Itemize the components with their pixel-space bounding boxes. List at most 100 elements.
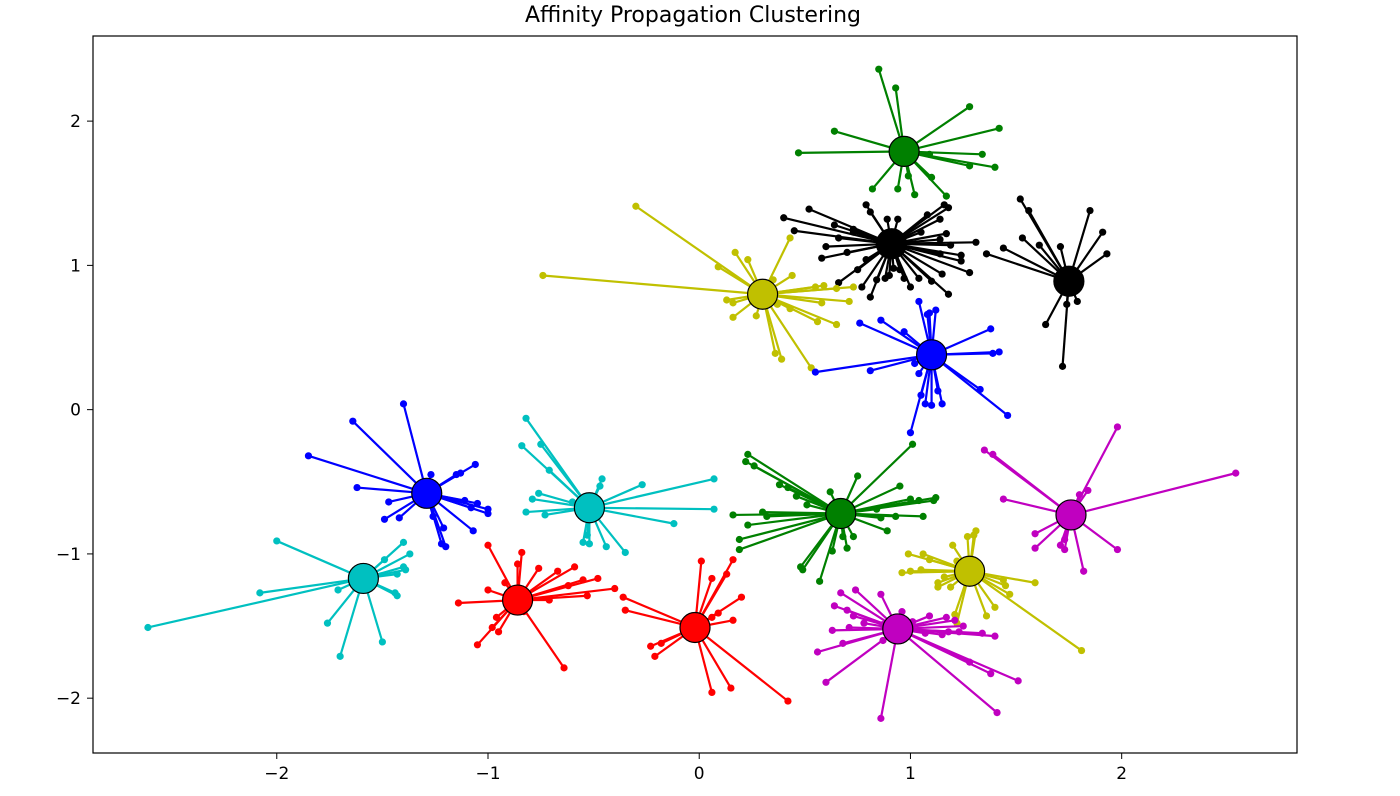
cluster-13-point-30 bbox=[860, 619, 868, 627]
cluster-12-point-7 bbox=[925, 556, 934, 564]
cluster-8-point-14 bbox=[399, 538, 408, 546]
cluster-11-point-1 bbox=[744, 450, 752, 458]
cluster-12 bbox=[898, 527, 1086, 655]
cluster-2-point-12 bbox=[862, 256, 870, 264]
cluster-9-point-12 bbox=[560, 664, 568, 672]
y-tick-label: −1 bbox=[56, 545, 81, 565]
cluster-9-point-9 bbox=[611, 584, 619, 593]
cluster-12-point-18 bbox=[1006, 590, 1014, 598]
cluster-12-point-1 bbox=[949, 541, 957, 549]
cluster-11-link-13 bbox=[738, 512, 842, 551]
cluster-6-point-18 bbox=[427, 470, 435, 479]
cluster-11-point-5 bbox=[784, 483, 792, 492]
cluster-2-point-4 bbox=[830, 221, 839, 229]
cluster-11-point-7 bbox=[803, 501, 811, 509]
cluster-14-point-5 bbox=[1031, 544, 1039, 552]
cluster-8-exemplar bbox=[347, 562, 379, 595]
cluster-5 bbox=[811, 297, 1012, 437]
plot-area bbox=[144, 65, 1240, 722]
cluster-8-point-10 bbox=[393, 570, 401, 578]
cluster-2 bbox=[780, 201, 980, 301]
cluster-7-link-20 bbox=[589, 477, 715, 509]
cluster-1-point-1 bbox=[875, 65, 883, 73]
cluster-4-point-20 bbox=[729, 313, 737, 321]
cluster-11-point-24 bbox=[919, 512, 927, 521]
cluster-6-exemplar bbox=[411, 477, 443, 509]
cluster-6-link-2 bbox=[352, 420, 428, 495]
cluster-2-point-22 bbox=[885, 271, 893, 280]
cluster-5-point-1 bbox=[811, 368, 820, 376]
cluster-7-point-3 bbox=[518, 442, 526, 450]
cluster-11-link-11 bbox=[747, 512, 841, 527]
cluster-13-point-4 bbox=[830, 602, 839, 610]
cluster-14-point-13 bbox=[1232, 469, 1240, 477]
cluster-5-point-15 bbox=[938, 400, 946, 408]
cluster-12-point-4 bbox=[970, 531, 978, 539]
cluster-4-point-6 bbox=[786, 234, 794, 242]
cluster-11-point-8 bbox=[729, 511, 737, 519]
cluster-14-point-10 bbox=[1113, 545, 1122, 554]
cluster-2-point-33 bbox=[936, 235, 944, 244]
cluster-10-point-10 bbox=[737, 593, 746, 601]
cluster-3-point-3 bbox=[1035, 241, 1043, 249]
cluster-7-point-16 bbox=[598, 475, 606, 483]
cluster-11-point-22 bbox=[877, 514, 885, 522]
cluster-13-point-18 bbox=[944, 628, 953, 636]
cluster-7-point-6 bbox=[528, 495, 536, 503]
x-tick-label: 0 bbox=[694, 764, 705, 784]
cluster-2-exemplar bbox=[875, 228, 908, 260]
cluster-2-point-34 bbox=[917, 228, 925, 236]
cluster-11-point-3 bbox=[750, 462, 758, 470]
cluster-1 bbox=[794, 65, 1003, 200]
cluster-10-point-11 bbox=[729, 616, 737, 624]
cluster-2-point-14 bbox=[835, 279, 843, 287]
cluster-12-point-6 bbox=[919, 550, 927, 558]
cluster-6-point-1 bbox=[399, 400, 408, 408]
cluster-5-point-2 bbox=[866, 367, 874, 375]
cluster-2-point-27 bbox=[938, 270, 946, 278]
cluster-13-point-19 bbox=[955, 628, 963, 636]
cluster-5-point-13 bbox=[1004, 411, 1012, 420]
cluster-12-point-25 bbox=[1077, 646, 1086, 655]
cluster-5-point-14 bbox=[976, 385, 984, 394]
cluster-11-point-15 bbox=[799, 566, 807, 574]
cluster-9-point-15 bbox=[494, 628, 503, 636]
cluster-13-point-25 bbox=[993, 709, 1001, 717]
y-tick-label: −2 bbox=[56, 689, 81, 709]
cluster-8-point-7 bbox=[378, 638, 386, 646]
cluster-13-point-13 bbox=[879, 636, 887, 645]
cluster-6-point-20 bbox=[471, 460, 479, 469]
cluster-1-point-3 bbox=[965, 103, 974, 111]
cluster-14-point-2 bbox=[989, 450, 997, 458]
cluster-12-point-22 bbox=[951, 610, 959, 619]
cluster-10-point-4 bbox=[657, 639, 665, 647]
cluster-6-point-11 bbox=[442, 543, 450, 551]
cluster-14 bbox=[980, 423, 1240, 575]
cluster-4-point-11 bbox=[845, 297, 853, 306]
cluster-11-point-4 bbox=[775, 481, 784, 489]
cluster-9-point-7 bbox=[579, 576, 587, 584]
cluster-13-point-8 bbox=[828, 626, 836, 634]
cluster-1-point-13 bbox=[942, 192, 950, 200]
cluster-14-point-6 bbox=[1061, 535, 1069, 544]
cluster-12-point-9 bbox=[898, 569, 906, 577]
cluster-9-point-17 bbox=[454, 599, 463, 607]
cluster-11-link-12 bbox=[739, 512, 842, 541]
cluster-7-point-4 bbox=[545, 466, 553, 474]
cluster-9-point-3 bbox=[518, 548, 526, 557]
cluster-12-point-11 bbox=[917, 566, 925, 574]
cluster-14-point-8 bbox=[1061, 545, 1069, 554]
cluster-2-point-19 bbox=[896, 266, 904, 274]
cluster-7-link-21 bbox=[589, 506, 715, 511]
cluster-9-point-6 bbox=[571, 563, 579, 571]
cluster-2-point-36 bbox=[942, 230, 950, 238]
cluster-1-point-12 bbox=[927, 173, 936, 181]
x-tick-label: 2 bbox=[1116, 764, 1127, 784]
cluster-14-point-11 bbox=[1084, 486, 1092, 495]
cluster-13-point-7 bbox=[845, 623, 853, 632]
cluster-2-point-42 bbox=[883, 215, 891, 223]
cluster-11-point-32 bbox=[854, 472, 862, 480]
axes: −2 −1 0 1 2 −2 −1 0 1 2 bbox=[56, 35, 1298, 784]
cluster-8-link-2 bbox=[276, 539, 364, 580]
